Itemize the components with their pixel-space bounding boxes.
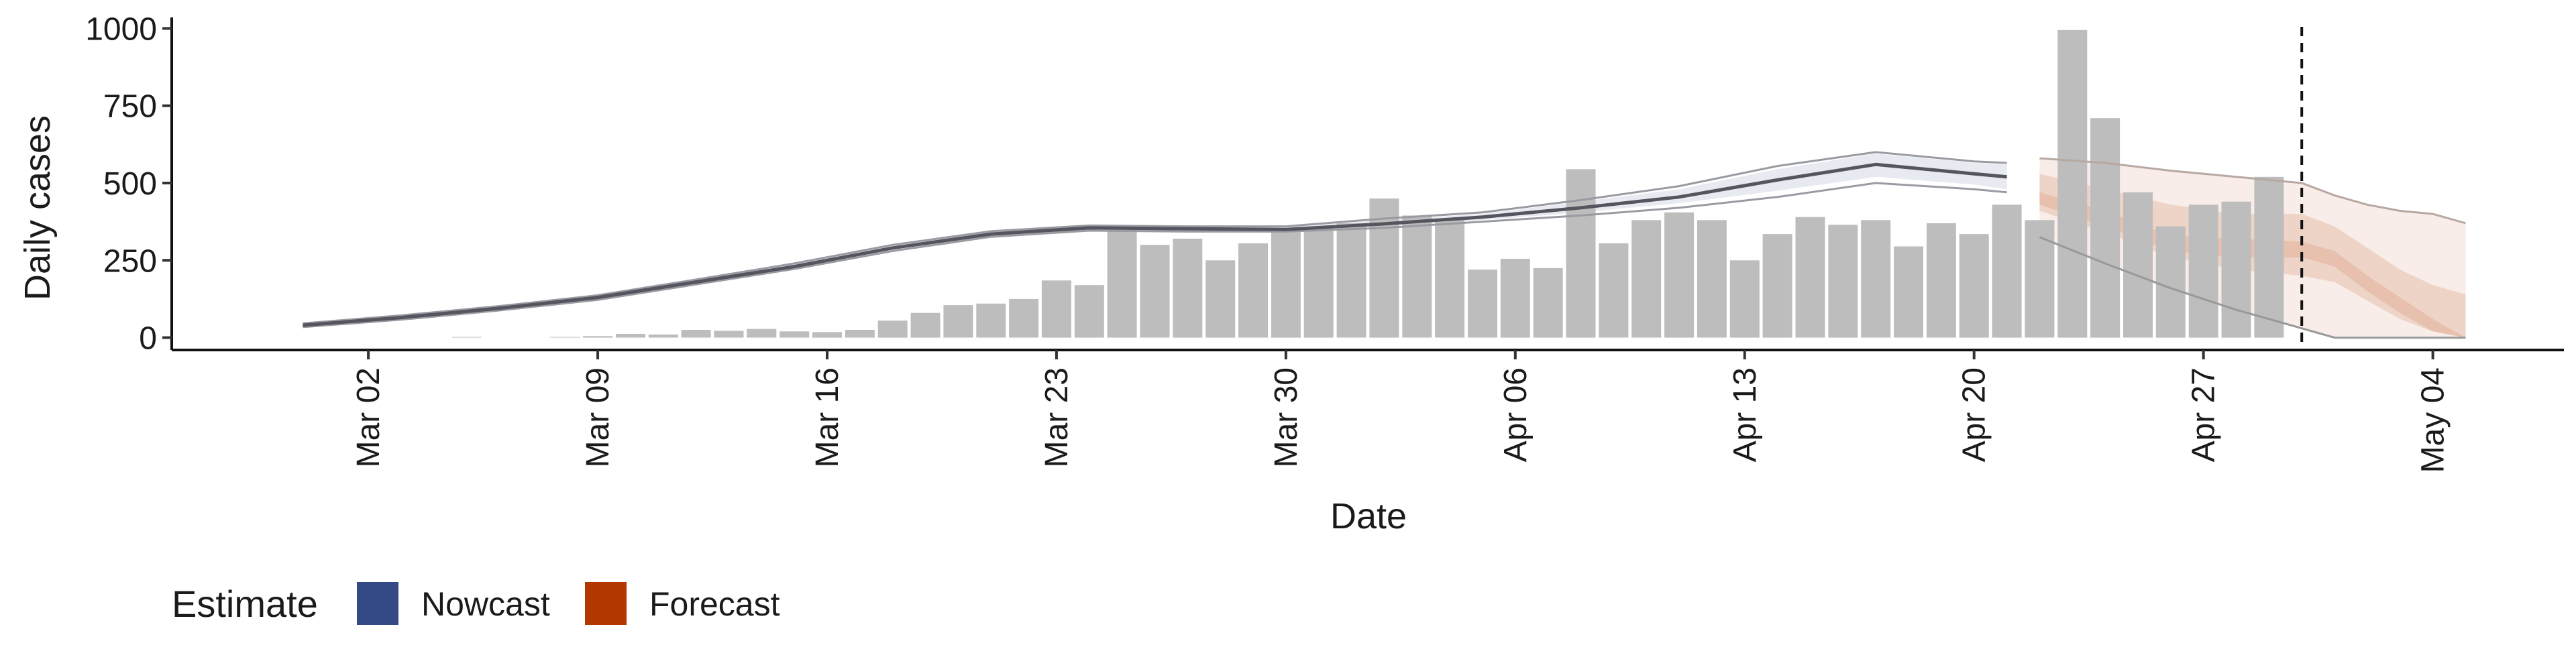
legend-swatch-nowcast [357,582,398,625]
bar-2020-03-10 [615,334,645,338]
bar-2020-04-20 [1959,234,1989,338]
bar-2020-04-13 [1729,260,1760,338]
bar-2020-03-12 [681,330,711,338]
bar-2020-04-08 [1566,169,1596,338]
bar-2020-04-26 [2155,226,2186,338]
y-tick-label-500: 500 [103,166,157,202]
bar-2020-04-12 [1697,220,1727,338]
bar-2020-04-07 [1533,268,1563,338]
bar-2020-04-17 [1861,220,1891,338]
bar-2020-03-30 [1271,229,1301,338]
bar-2020-03-23 [1041,280,1071,338]
bar-2020-04-04 [1435,219,1465,338]
y-axis-title: Daily cases [17,115,58,300]
bar-2020-04-01 [1336,223,1366,338]
x-tick-label-2020-04-13: Apr 13 [1727,367,1763,462]
bar-2020-03-11 [648,334,678,338]
bar-2020-04-16 [1828,225,1858,338]
x-tick-label-2020-03-09: Mar 09 [580,367,616,467]
bar-2020-03-29 [1238,243,1268,338]
x-tick-label-2020-04-27: Apr 27 [2186,367,2222,462]
bar-2020-03-17 [845,330,875,338]
forecast-outline-upper [2039,157,2466,225]
x-axis-title: Date [1330,496,1407,536]
bar-2020-04-15 [1795,217,1825,338]
bar-2020-03-20 [943,305,973,338]
x-tick-label-2020-03-23: Mar 23 [1039,367,1075,467]
y-tick-label-1000: 1000 [85,11,157,47]
bar-2020-03-28 [1205,260,1236,338]
bar-2020-04-21 [1992,204,2022,338]
legend-label-nowcast: Nowcast [421,585,550,623]
legend-swatch-forecast [585,582,627,625]
nowcast-outline-lower [303,182,2007,329]
x-tick-label-2020-05-04: May 04 [2416,367,2451,473]
bar-2020-04-14 [1762,234,1792,338]
bar-2020-04-23 [2057,30,2088,338]
y-tick-label-0: 0 [139,321,157,357]
y-tick-label-750: 750 [103,89,157,125]
nowcast-median-line [303,162,2007,327]
x-tick-label-2020-03-30: Mar 30 [1269,367,1304,467]
bar-2020-04-27 [2188,204,2218,338]
bar-2020-03-22 [1009,298,1039,338]
bars-group [451,30,2284,338]
bar-2020-04-06 [1500,259,1530,338]
bar-2020-03-21 [976,303,1006,338]
lines-group [303,27,2466,350]
y-tick-label-250: 250 [103,243,157,279]
x-tick-label-2020-04-06: Apr 06 [1498,367,1534,462]
x-tick-label-2020-03-02: Mar 02 [351,367,386,467]
bar-2020-04-29 [2254,176,2284,338]
bar-2020-03-31 [1303,227,1334,338]
bar-2020-03-16 [812,332,842,338]
bar-2020-04-24 [2090,118,2121,338]
forecast-outline-lower [2039,236,2466,339]
bar-2020-04-18 [1894,246,1923,338]
bar-2020-03-13 [714,331,744,338]
bar-2020-03-27 [1173,239,1203,338]
bar-2020-04-05 [1468,270,1497,338]
bar-2020-04-10 [1631,220,1662,338]
bar-2020-04-11 [1664,212,1695,338]
x-tick-label-2020-04-20: Apr 20 [1957,367,1992,462]
bar-2020-04-09 [1599,243,1629,338]
bar-2020-04-19 [1926,223,1956,338]
legend-title: Estimate [172,583,318,625]
bar-2020-03-19 [910,312,941,338]
bar-2020-03-14 [747,329,777,338]
bar-2020-03-24 [1074,285,1104,338]
bar-2020-04-25 [2123,192,2153,338]
bar-2020-03-09 [583,336,613,338]
bar-2020-04-03 [1402,215,1432,338]
bar-2020-03-18 [877,320,908,338]
bar-2020-04-22 [2025,220,2055,338]
legend: Estimate Nowcast Forecast [172,582,780,625]
bar-2020-03-26 [1140,245,1170,338]
bar-2020-03-15 [780,331,810,338]
bar-2020-03-25 [1107,231,1137,338]
nowcast-outline-upper [303,151,2007,325]
bar-2020-03-08 [550,337,580,338]
x-tick-label-2020-03-16: Mar 16 [810,367,845,467]
bar-2020-04-28 [2221,201,2251,338]
legend-label-forecast: Forecast [649,585,780,623]
bar-2020-03-05 [451,337,482,338]
ticks-group: 0 250 500 750 1000 Mar 02 Mar 09 Mar 16 Mar 23 Ma… [85,11,2451,473]
